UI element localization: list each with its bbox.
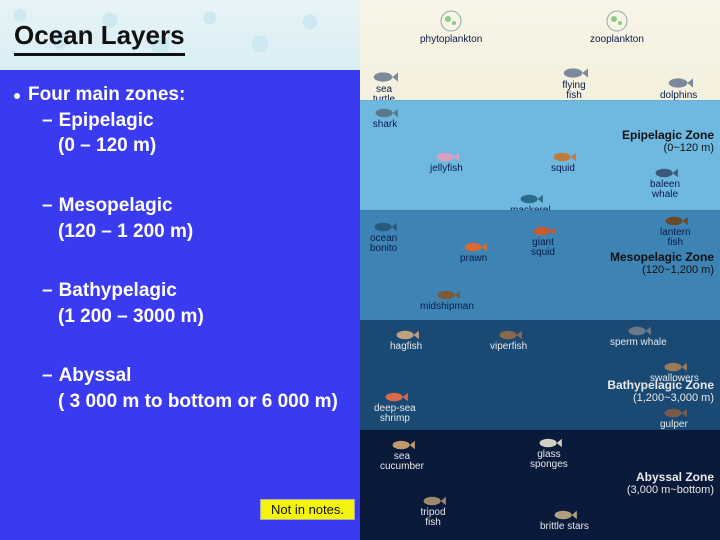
dash-icon: – [42,193,53,219]
diagram-organism: seacucumber [380,439,424,472]
zone-item: – Abyssal ( 3 000 m to bottom or 6 000 m… [14,363,354,414]
diagram-organism: midshipman [420,289,474,312]
bullet-icon [14,93,20,99]
diagram-organism: shark [372,107,398,130]
zone-item: – Mesopelagic (120 – 1 200 m) [14,193,354,244]
diagram-organism: baleenwhale [650,167,680,200]
zone-range: (120 – 1 200 m) [58,219,354,245]
zone-name: Epipelagic [59,108,154,134]
diagram-organism: tripodfish [420,495,446,528]
diagram-zone-label: Mesopelagic Zone(120~1,200 m) [610,251,714,276]
dash-icon: – [42,108,53,134]
diagram-organism: sperm whale [610,325,667,348]
zone-name: Abyssal [59,363,132,389]
diagram-zone-band: Epipelagic Zone(0~120 m) shark jellyfish sq… [360,100,720,210]
slide: Ocean Layers Four main zones: – Epipelag… [0,0,720,540]
zone-item: – Epipelagic (0 – 120 m) [14,108,354,159]
diagram-zone-label: Abyssal Zone(3,000 m~bottom) [627,471,714,496]
note-badge: Not in notes. [260,499,355,520]
diagram-label: phytoplankton [420,8,482,45]
zone-name: Bathypelagic [59,278,177,304]
zone-name: Mesopelagic [59,193,173,219]
diagram-label: flyingfish [560,66,588,101]
diagram-label: dolphins [660,76,697,101]
diagram-zone-band: Abyssal Zone(3,000 m~bottom) seacucumber g… [360,430,720,540]
diagram-organism: jellyfish [430,151,463,174]
slide-title: Ocean Layers [14,20,185,56]
dash-icon: – [42,363,53,389]
diagram-organism: swallowers [650,361,699,384]
dash-icon: – [42,278,53,304]
diagram-organism: glasssponges [530,437,568,470]
ocean-diagram: phytoplanktonzooplanktonseaturtleflyingf… [360,0,720,540]
diagram-organism: giantsquid [530,225,556,258]
zone-range: (1 200 – 3000 m) [58,304,354,330]
diagram-organism: deep-seashrimp [374,391,416,424]
diagram-zone-band: Mesopelagic Zone(120~1,200 m) oceanbonito… [360,210,720,320]
diagram-organism: viperfish [490,329,527,352]
diagram-label: zooplankton [590,8,644,45]
diagram-organism: brittle stars [540,509,589,532]
diagram-organism: hagfish [390,329,422,352]
content-panel: Four main zones: – Epipelagic (0 – 120 m… [0,70,360,540]
diagram-organism: squid [550,151,576,174]
zone-range: (0 – 120 m) [58,133,354,159]
diagram-organism: lanternfish [660,215,691,248]
diagram-organism: oceanbonito [370,221,397,254]
zone-range: ( 3 000 m to bottom or 6 000 m) [58,389,354,415]
diagram-zone-band: Bathypelagic Zone(1,200~3,000 m)hagfishv… [360,320,720,430]
main-bullet-text: Four main zones: [28,82,185,108]
diagram-organism: prawn [460,241,487,264]
diagram-zone-label: Epipelagic Zone(0~120 m) [622,129,714,154]
diagram-organism: gulper [660,407,688,430]
main-bullet: Four main zones: [14,82,354,108]
zone-item: – Bathypelagic (1 200 – 3000 m) [14,278,354,329]
